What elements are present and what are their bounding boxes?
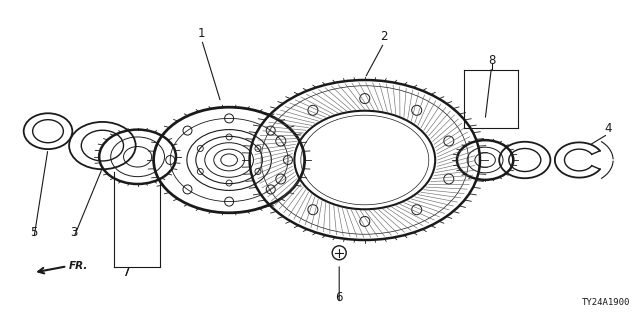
Text: 2: 2 xyxy=(380,30,388,43)
Text: 4: 4 xyxy=(604,122,612,134)
Text: 1: 1 xyxy=(198,27,205,40)
Ellipse shape xyxy=(332,246,346,260)
Text: 7: 7 xyxy=(123,266,131,278)
Text: 5: 5 xyxy=(30,226,38,238)
Text: 3: 3 xyxy=(70,226,77,238)
Text: TY24A1900: TY24A1900 xyxy=(582,298,630,307)
Text: 8: 8 xyxy=(488,54,495,67)
Text: 7: 7 xyxy=(123,266,131,278)
Text: FR.: FR. xyxy=(69,261,88,271)
Text: 6: 6 xyxy=(335,291,343,304)
